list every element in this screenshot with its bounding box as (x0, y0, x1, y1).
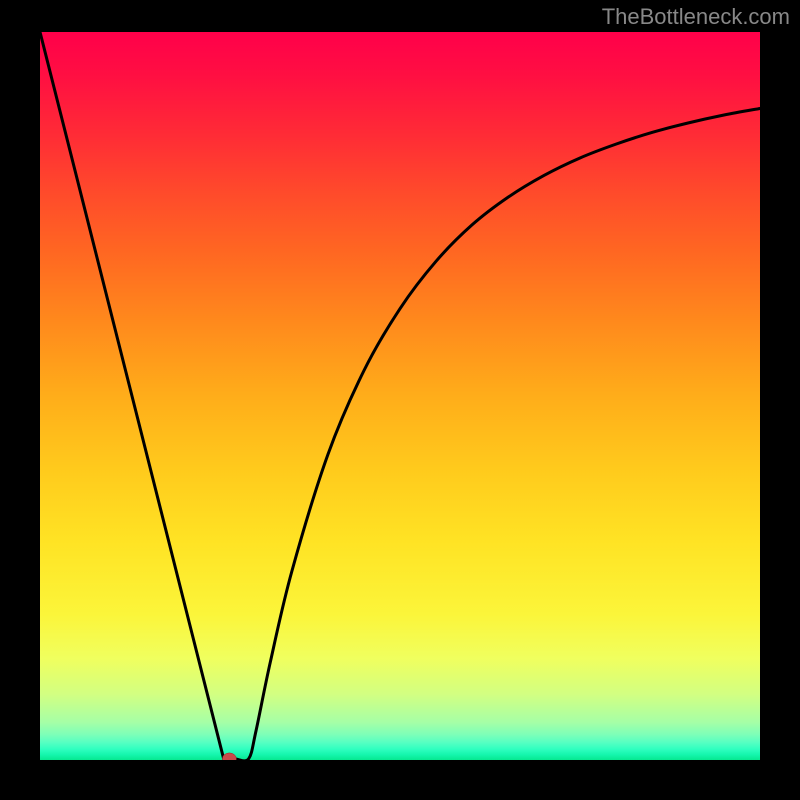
watermark-text: TheBottleneck.com (602, 4, 790, 30)
chart-container: TheBottleneck.com (0, 0, 800, 800)
plot-svg (40, 32, 760, 760)
gradient-background (40, 32, 760, 760)
